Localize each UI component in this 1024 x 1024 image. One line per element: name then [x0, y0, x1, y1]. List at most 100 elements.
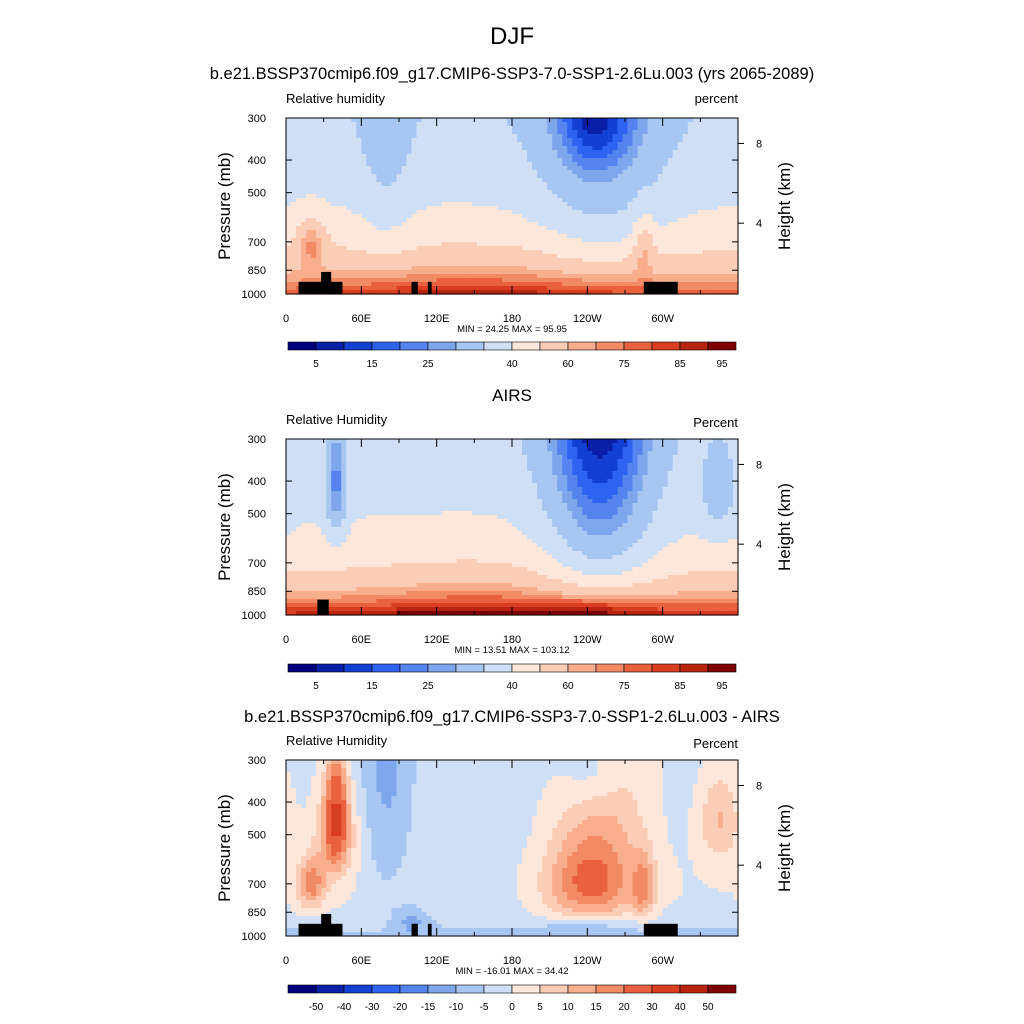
heatmap-cell	[587, 250, 593, 255]
heatmap-cell	[707, 282, 714, 287]
heatmap-cell	[486, 198, 493, 203]
heatmap-cell	[567, 290, 573, 295]
heatmap-cell	[537, 254, 543, 259]
heatmap-cell	[421, 459, 428, 464]
heatmap-cell	[702, 226, 709, 231]
heatmap-cell	[371, 250, 377, 255]
heatmap-cell	[727, 134, 734, 139]
heatmap-cell	[461, 222, 468, 227]
heatmap-cell	[622, 126, 629, 131]
heatmap-cell	[456, 126, 463, 131]
heatmap-cell	[632, 178, 639, 183]
heatmap-cell	[682, 471, 689, 476]
heatmap-cell	[677, 178, 684, 183]
heatmap-cell	[426, 222, 433, 227]
heatmap-cell	[461, 166, 468, 171]
heatmap-cell	[306, 447, 312, 452]
heatmap-cell	[401, 158, 408, 163]
heatmap-cell	[416, 274, 423, 279]
heatmap-cell	[512, 234, 518, 239]
heatmap-cell	[592, 146, 598, 151]
heatmap-cell	[486, 467, 493, 472]
heatmap-cell	[577, 246, 583, 251]
heatmap-cell	[682, 118, 689, 123]
heatmap-cell	[727, 146, 734, 151]
heatmap-cell	[351, 451, 357, 456]
heatmap-cell	[451, 146, 458, 151]
heatmap-cell	[662, 254, 669, 259]
heatmap-cell	[697, 206, 704, 211]
heatmap-cell	[592, 142, 598, 147]
heatmap-cell	[687, 250, 694, 255]
heatmap-cell	[421, 158, 428, 163]
heatmap-cell	[687, 463, 694, 468]
heatmap-cell	[572, 226, 578, 231]
heatmap-cell	[426, 158, 433, 163]
heatmap-cell	[577, 282, 583, 287]
heatmap-cell	[527, 278, 533, 283]
heatmap-cell	[476, 479, 483, 484]
heatmap-cell	[702, 130, 709, 135]
heatmap-cell	[441, 278, 448, 283]
heatmap-cell	[627, 250, 634, 255]
heatmap-cell	[326, 246, 332, 251]
heatmap-cell	[416, 286, 423, 291]
heatmap-cell	[532, 190, 538, 195]
heatmap-cell	[612, 447, 619, 452]
heatmap-cell	[371, 282, 377, 287]
heatmap-cell	[336, 162, 342, 167]
heatmap-cell	[296, 451, 302, 456]
heatmap-cell	[562, 471, 568, 476]
heatmap-cell	[647, 230, 654, 235]
heatmap-cell	[712, 246, 719, 251]
heatmap-cell	[592, 238, 598, 243]
heatmap-cell	[562, 290, 568, 295]
heatmap-cell	[366, 443, 372, 448]
heatmap-cell	[647, 463, 654, 468]
heatmap-cell	[612, 238, 619, 243]
heatmap-cell	[466, 262, 473, 267]
heatmap-cell	[336, 170, 342, 175]
heatmap-cell	[577, 270, 583, 275]
heatmap-cell	[311, 234, 317, 239]
heatmap-cell	[732, 266, 739, 271]
heatmap-cell	[381, 226, 388, 231]
heatmap-cell	[431, 266, 438, 271]
heatmap-cell	[707, 250, 714, 255]
heatmap-cell	[607, 246, 614, 251]
heatmap-cell	[697, 170, 704, 175]
heatmap-cell	[557, 459, 563, 464]
heatmap-cell	[652, 451, 659, 456]
heatmap-cell	[326, 210, 332, 215]
heatmap-cell	[672, 214, 679, 219]
heatmap-cell	[306, 479, 312, 484]
heatmap-cell	[496, 278, 503, 283]
heatmap-cell	[522, 138, 528, 143]
heatmap-cell	[537, 130, 543, 135]
heatmap-cell	[617, 206, 624, 211]
heatmap-cell	[371, 198, 377, 203]
heatmap-cell	[572, 270, 578, 275]
heatmap-cell	[647, 202, 654, 207]
heatmap-cell	[577, 130, 583, 135]
heatmap-cell	[451, 190, 458, 195]
heatmap-cell	[296, 190, 302, 195]
heatmap-cell	[506, 214, 513, 219]
heatmap-cell	[426, 194, 433, 199]
heatmap-cell	[506, 162, 513, 167]
heatmap-cell	[557, 242, 563, 247]
heatmap-cell	[361, 182, 367, 187]
heatmap-cell	[366, 439, 372, 444]
heatmap-cell	[331, 118, 337, 123]
heatmap-cell	[642, 278, 649, 283]
heatmap-cell	[361, 274, 367, 279]
heatmap-cell	[647, 122, 654, 127]
heatmap-cell	[351, 270, 357, 275]
heatmap-cell	[607, 226, 614, 231]
heatmap-cell	[326, 471, 332, 476]
heatmap-cell	[326, 198, 332, 203]
heatmap-cell	[512, 198, 518, 203]
heatmap-cell	[451, 142, 458, 147]
heatmap-cell	[391, 234, 398, 239]
heatmap-cell	[532, 126, 538, 131]
